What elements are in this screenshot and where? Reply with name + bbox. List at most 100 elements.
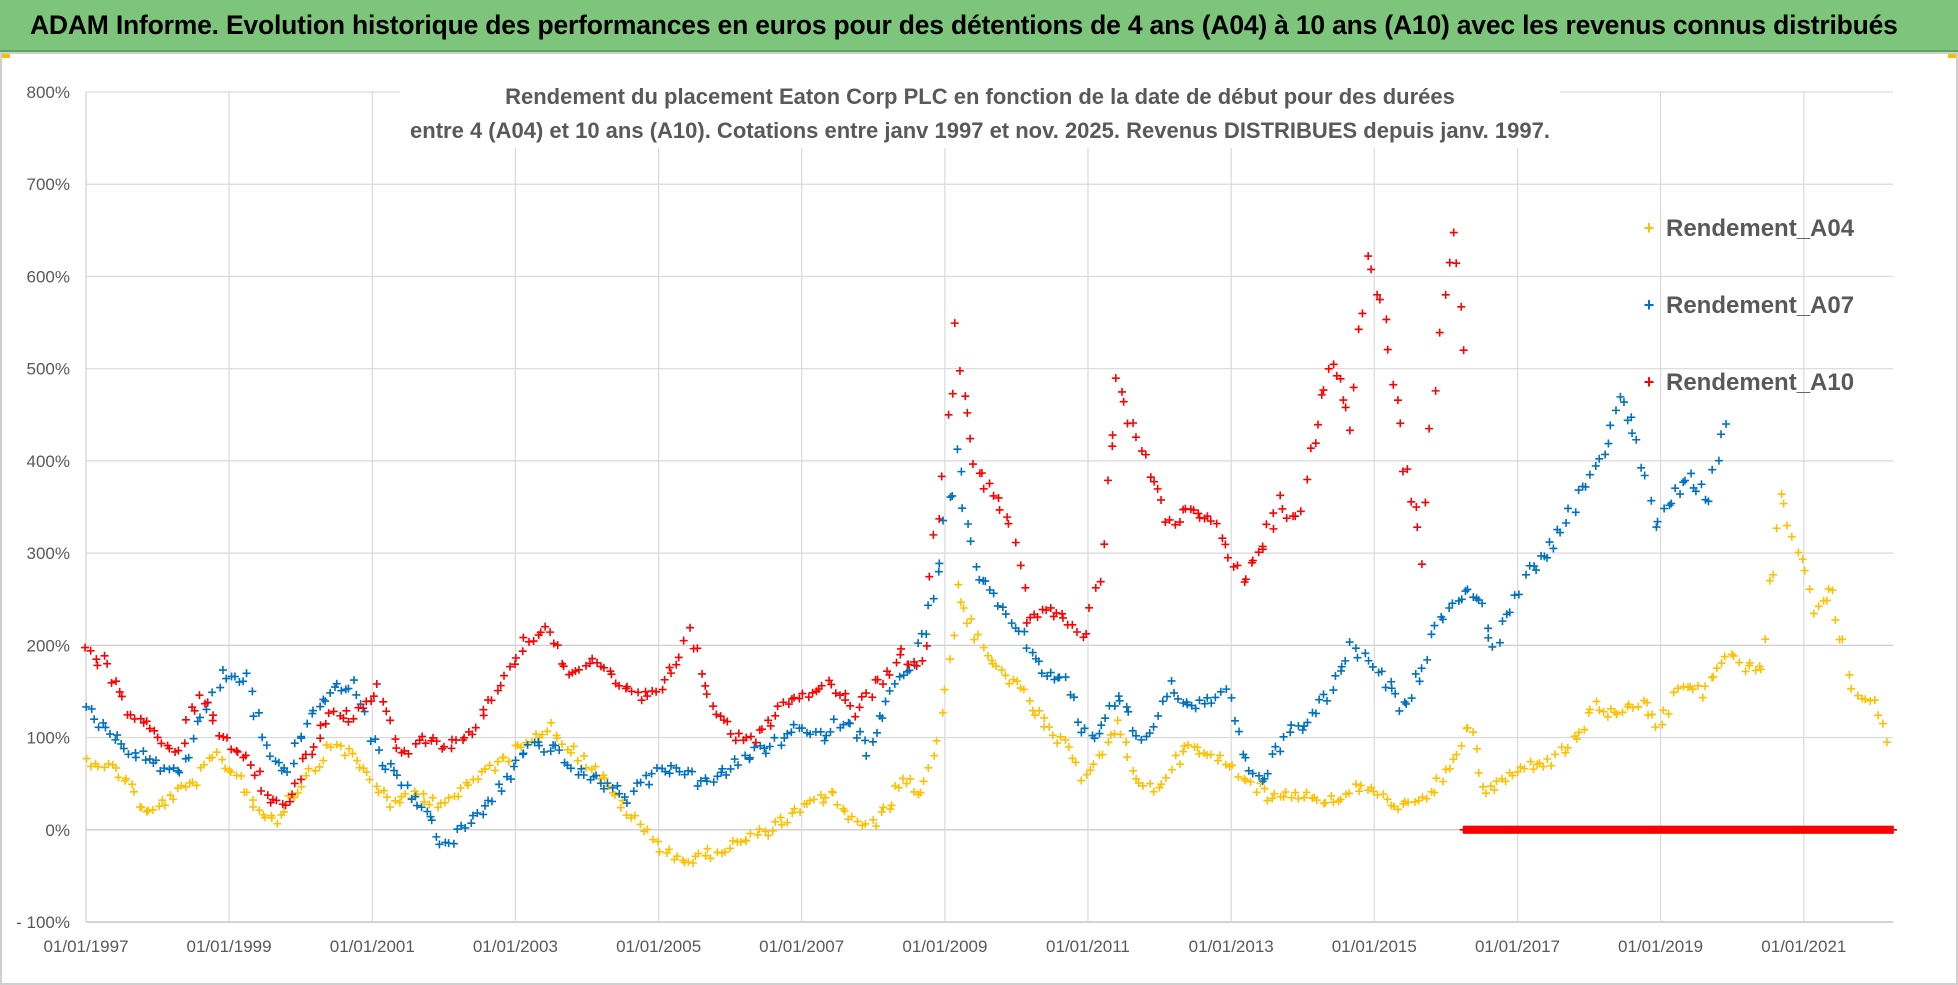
data-point: [1498, 617, 1507, 626]
data-point: [1048, 731, 1057, 740]
data-point: [742, 836, 751, 845]
x-tick-label: 01/01/2019: [1618, 937, 1703, 956]
data-point: [734, 729, 743, 738]
data-point: [636, 778, 645, 787]
data-point: [558, 740, 567, 749]
data-point: [1222, 685, 1231, 694]
data-point: [309, 743, 318, 752]
data-point: [1717, 430, 1726, 439]
legend-item-a10: + Rendement_A10: [1640, 344, 1854, 421]
data-point: [221, 764, 230, 773]
legend-marker-a07: +: [1643, 295, 1655, 315]
data-point: [721, 848, 730, 857]
data-point: [303, 719, 312, 728]
data-point: [637, 696, 646, 705]
data-point: [1356, 781, 1365, 790]
data-point: [82, 754, 91, 763]
data-point: [111, 763, 120, 772]
data-point: [1779, 499, 1788, 508]
data-point: [1701, 682, 1710, 691]
data-point: [1052, 608, 1061, 617]
data-point: [994, 493, 1003, 502]
data-point: [599, 784, 608, 793]
data-point: [1137, 735, 1146, 744]
data-point: [1009, 675, 1018, 684]
data-point: [935, 559, 944, 568]
data-point: [246, 761, 255, 770]
data-point: [790, 804, 799, 813]
data-point: [342, 706, 351, 715]
data-point: [869, 815, 878, 824]
data-point: [966, 537, 975, 546]
data-point: [1479, 782, 1488, 791]
data-point: [1571, 508, 1580, 517]
data-point: [1741, 667, 1750, 676]
data-point: [1861, 695, 1870, 704]
data-point: [661, 767, 670, 776]
data-point: [208, 753, 217, 762]
data-point: [212, 748, 221, 757]
data-point: [546, 628, 555, 637]
data-point: [1572, 734, 1581, 743]
data-point: [474, 775, 483, 784]
data-point: [1040, 713, 1049, 722]
data-point: [218, 666, 227, 675]
data-point: [773, 702, 782, 711]
data-point: [1396, 419, 1405, 428]
data-point: [1658, 720, 1667, 729]
data-point: [1709, 672, 1718, 681]
data-point: [157, 739, 166, 748]
data-point: [821, 793, 830, 802]
data-point: [262, 741, 271, 750]
series-rendement-a10-zero: [1459, 825, 1897, 834]
data-point: [877, 807, 886, 816]
data-point: [808, 688, 817, 697]
data-point: [139, 747, 148, 756]
data-point: [939, 516, 948, 525]
data-point: [1312, 796, 1321, 805]
data-point: [1072, 627, 1081, 636]
data-point: [345, 744, 354, 753]
data-point: [984, 651, 993, 660]
data-point: [297, 782, 306, 791]
data-point: [509, 762, 518, 771]
data-point: [1317, 390, 1326, 399]
data-point: [981, 577, 990, 586]
data-point: [379, 786, 388, 795]
data-point: [1364, 252, 1373, 261]
data-point: [344, 717, 353, 726]
data-point: [1349, 383, 1358, 392]
data-point: [1213, 756, 1222, 765]
data-point: [1800, 566, 1809, 575]
data-point: [1279, 732, 1288, 741]
data-point: [892, 658, 901, 667]
chart-grid: [85, 91, 1893, 923]
data-point: [934, 567, 943, 576]
data-point: [1452, 259, 1461, 268]
data-point: [1149, 722, 1158, 731]
data-point: [613, 781, 622, 790]
data-point: [836, 691, 845, 700]
data-point: [92, 655, 101, 664]
data-point: [104, 759, 113, 768]
data-point: [495, 780, 504, 789]
data-point: [1369, 787, 1378, 796]
data-point: [121, 774, 130, 783]
data-point: [1206, 517, 1215, 526]
data-point: [1167, 676, 1176, 685]
data-point: [840, 807, 849, 816]
data-point: [290, 739, 299, 748]
data-point: [654, 837, 663, 846]
data-point: [1513, 767, 1522, 776]
data-point: [425, 800, 434, 809]
data-point: [315, 762, 324, 771]
data-point: [549, 639, 558, 648]
data-point: [491, 766, 500, 775]
data-point: [1004, 519, 1013, 528]
data-point: [1368, 662, 1377, 671]
data-point: [795, 694, 804, 703]
data-point: [403, 781, 412, 790]
data-point: [339, 714, 348, 723]
data-point: [1595, 454, 1604, 463]
data-point: [1329, 798, 1338, 807]
